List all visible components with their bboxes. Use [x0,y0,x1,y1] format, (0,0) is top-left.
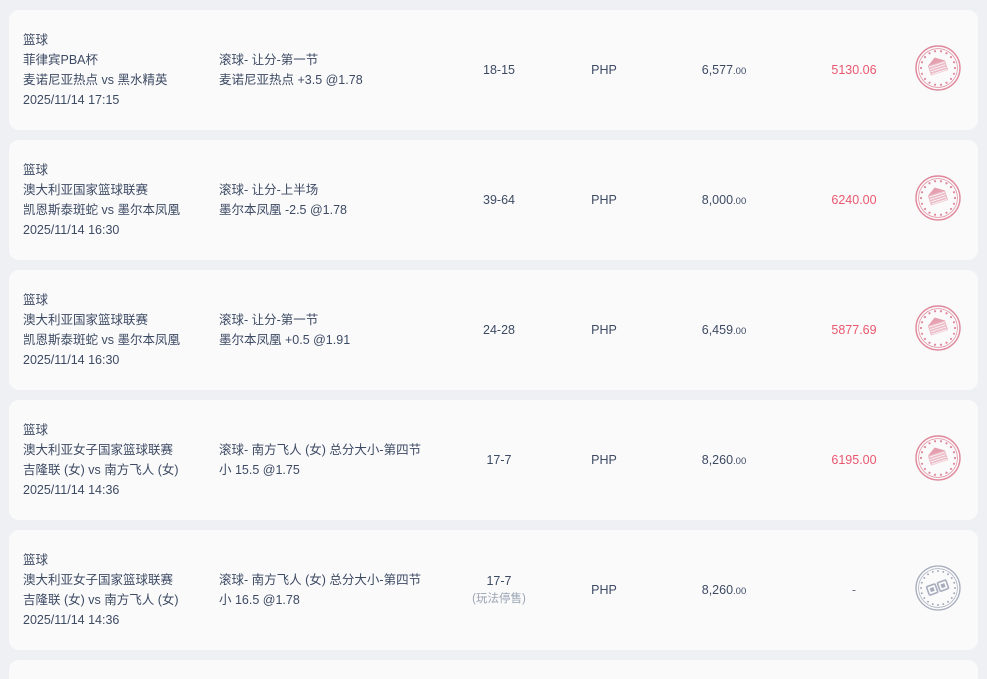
market-name: 滚球- 让分-第一节 [219,53,319,67]
score-value: 17-7 [486,453,512,467]
match-time: 2025/11/14 14:36 [23,483,120,497]
currency-cell: PHP [591,63,617,77]
match-time: 2025/11/14 17:15 [23,93,120,107]
stake-decimal: .00 [733,196,747,207]
score-cell: 24-28 [444,321,554,339]
bet-card-2[interactable]: 篮球 澳大利亚国家篮球联赛 凯恩斯泰斑蛇 vs 墨尔本凤凰 2025/11/14… [9,270,978,390]
stake-decimal: .00 [733,456,747,467]
stake-cell: 6,459.00 [654,323,794,337]
status-stamp-cell [914,434,984,487]
sport-name: 篮球 [23,423,49,437]
stake-integer: 6,459 [701,323,734,337]
match-name: 凯恩斯泰斑蛇 vs 墨尔本凤凰 [23,203,180,217]
status-stamp [914,434,962,487]
market-name: 滚球- 南方飞人 (女) 总分大小-第四节 [219,573,422,587]
won-stamp-icon [915,174,961,221]
event-info: 篮球 澳大利亚女子国家篮球联赛 吉隆联 (女) vs 南方飞人 (女) 2025… [9,550,214,630]
selection-name: 小 16.5 @1.78 [219,593,300,607]
bet-card-4[interactable]: 篮球 澳大利亚女子国家篮球联赛 吉隆联 (女) vs 南方飞人 (女) 2025… [9,530,978,650]
stake-integer: 8,000 [701,193,734,207]
bet-card-0[interactable]: 篮球 菲律宾PBA杯 麦诺尼亚热点 vs 黑水精英 2025/11/14 17:… [9,10,978,130]
score-cell: 17-7 (玩法停售) [444,572,554,608]
match-name: 吉隆联 (女) vs 南方飞人 (女) [23,593,179,607]
market-name: 滚球- 让分-上半场 [219,183,319,197]
selection-name: 墨尔本凤凰 -2.5 @1.78 [219,203,348,217]
market-name: 滚球- 南方飞人 (女) 总分大小-第四节 [219,443,422,457]
score-cell: 39-64 [444,191,554,209]
currency-cell: PHP [591,453,617,467]
stake-integer: 8,260 [701,583,734,597]
market-info: 滚球- 南方飞人 (女) 总分大小-第四节 小 16.5 @1.78 [214,570,444,610]
payout-cell: 6240.00 [831,193,877,207]
match-time: 2025/11/14 14:36 [23,613,120,627]
bet-card-partial[interactable] [9,660,978,679]
match-name: 麦诺尼亚热点 vs 黑水精英 [23,73,168,87]
event-info: 篮球 菲律宾PBA杯 麦诺尼亚热点 vs 黑水精英 2025/11/14 17:… [9,30,214,110]
currency-cell: PHP [591,583,617,597]
sport-name: 篮球 [23,33,49,47]
score-cell: 17-7 [444,451,554,469]
stake-cell: 6,577.00 [654,63,794,77]
market-info: 滚球- 让分-第一节 麦诺尼亚热点 +3.5 @1.78 [214,50,444,90]
selection-name: 小 15.5 @1.75 [219,463,300,477]
league-name: 澳大利亚国家篮球联赛 [23,313,149,327]
event-info: 篮球 澳大利亚国家篮球联赛 凯恩斯泰斑蛇 vs 墨尔本凤凰 2025/11/14… [9,160,214,240]
won-stamp-icon [915,44,961,91]
status-stamp-cell [914,304,984,357]
score-cell: 18-15 [444,61,554,79]
score-value: 24-28 [483,323,515,337]
won-stamp-icon [915,304,961,351]
match-name: 吉隆联 (女) vs 南方飞人 (女) [23,463,179,477]
match-time: 2025/11/14 16:30 [23,353,120,367]
event-info: 篮球 澳大利亚女子国家篮球联赛 吉隆联 (女) vs 南方飞人 (女) 2025… [9,420,214,500]
bet-card-container: 篮球 菲律宾PBA杯 麦诺尼亚热点 vs 黑水精英 2025/11/14 17:… [9,10,978,650]
stake-cell: 8,260.00 [654,453,794,467]
bet-history-list: 篮球 菲律宾PBA杯 麦诺尼亚热点 vs 黑水精英 2025/11/14 17:… [0,10,987,679]
stake-cell: 8,260.00 [654,583,794,597]
match-name: 凯恩斯泰斑蛇 vs 墨尔本凤凰 [23,333,180,347]
currency-cell: PHP [591,323,617,337]
stake-decimal: .00 [733,326,747,337]
market-info: 滚球- 让分-第一节 墨尔本凤凰 +0.5 @1.91 [214,310,444,350]
status-stamp-cell [914,174,984,227]
bet-card-3[interactable]: 篮球 澳大利亚女子国家篮球联赛 吉隆联 (女) vs 南方飞人 (女) 2025… [9,400,978,520]
league-name: 澳大利亚女子国家篮球联赛 [23,443,174,457]
score-value: 18-15 [483,63,515,77]
status-stamp [914,174,962,227]
payout-cell: - [851,583,857,597]
event-info: 篮球 澳大利亚国家篮球联赛 凯恩斯泰斑蛇 vs 墨尔本凤凰 2025/11/14… [9,290,214,370]
won-stamp-icon [915,434,961,481]
stake-decimal: .00 [733,586,747,597]
currency-cell: PHP [591,193,617,207]
match-time: 2025/11/14 16:30 [23,223,120,237]
bet-card-1[interactable]: 篮球 澳大利亚国家篮球联赛 凯恩斯泰斑蛇 vs 墨尔本凤凰 2025/11/14… [9,140,978,260]
market-info: 滚球- 让分-上半场 墨尔本凤凰 -2.5 @1.78 [214,180,444,220]
payout-cell: 5877.69 [831,323,877,337]
stake-decimal: .00 [733,66,747,77]
league-name: 菲律宾PBA杯 [23,53,99,67]
selection-name: 麦诺尼亚热点 +3.5 @1.78 [219,73,363,87]
score-value: 39-64 [483,193,515,207]
score-note: (玩法停售) [472,593,526,605]
void-stamp-icon [915,564,961,611]
payout-cell: 6195.00 [831,453,877,467]
stake-integer: 8,260 [701,453,734,467]
sport-name: 篮球 [23,163,49,177]
status-stamp [914,564,962,617]
stake-integer: 6,577 [701,63,734,77]
status-stamp-cell [914,44,984,97]
sport-name: 篮球 [23,293,49,307]
status-stamp [914,44,962,97]
sport-name: 篮球 [23,553,49,567]
league-name: 澳大利亚女子国家篮球联赛 [23,573,174,587]
league-name: 澳大利亚国家篮球联赛 [23,183,149,197]
selection-name: 墨尔本凤凰 +0.5 @1.91 [219,333,351,347]
score-value: 17-7 [486,574,512,588]
market-name: 滚球- 让分-第一节 [219,313,319,327]
status-stamp-cell [914,564,984,617]
status-stamp [914,304,962,357]
payout-cell: 5130.06 [831,63,877,77]
market-info: 滚球- 南方飞人 (女) 总分大小-第四节 小 15.5 @1.75 [214,440,444,480]
stake-cell: 8,000.00 [654,193,794,207]
